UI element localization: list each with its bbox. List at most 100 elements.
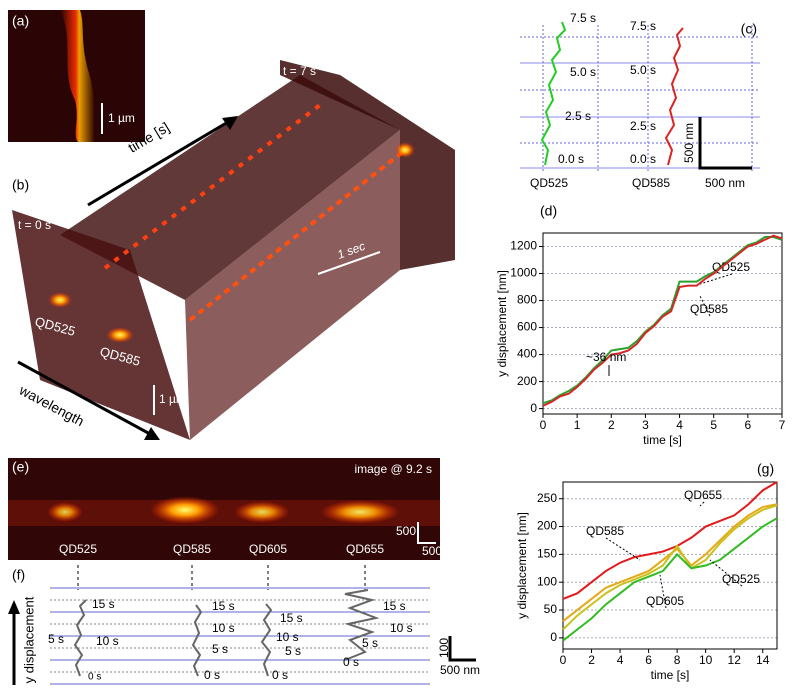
- x-tick-label: 3: [642, 418, 649, 432]
- kymo-plane: [185, 130, 400, 440]
- time-label: 0 s: [204, 668, 220, 682]
- scale-bar: [317, 251, 381, 275]
- series-label: QD525: [722, 572, 760, 586]
- x-axis-label: time [s]: [651, 668, 690, 682]
- caption: image @ 9.2 s: [354, 462, 432, 476]
- time-label: 0 s: [272, 668, 288, 682]
- spot: [150, 496, 220, 524]
- trace: [73, 599, 87, 677]
- x-tick-label: 1: [574, 418, 581, 432]
- time-label: 0.0 s: [630, 152, 656, 166]
- axis-label: y displacement: [21, 596, 36, 683]
- label-pointer: [659, 574, 667, 609]
- series-line: [542, 234, 783, 407]
- series-label: QD655: [684, 488, 722, 502]
- x-tick-label: 2: [588, 653, 595, 667]
- panel-label: (e): [12, 459, 29, 475]
- arrow: [87, 120, 229, 207]
- x-tick-label: 8: [674, 653, 681, 667]
- scale-bar: [698, 117, 752, 170]
- trace-label: QD585: [632, 176, 670, 190]
- scale-label: 100: [437, 638, 451, 658]
- x-tick-label: 2: [608, 418, 615, 432]
- trace-panel: [520, 25, 760, 172]
- x-tick-label: 0: [560, 653, 567, 667]
- time-label: 5 s: [362, 636, 378, 650]
- plot-frame: [562, 481, 778, 650]
- scale-label: 500: [396, 524, 416, 538]
- trace: [260, 603, 273, 677]
- series-label: QD585: [586, 524, 624, 538]
- series-label: QD585: [690, 302, 728, 316]
- y-tick-label: 800: [517, 293, 537, 307]
- time-label: t = 7 s: [283, 64, 316, 78]
- y-tick-label: 600: [517, 320, 537, 334]
- scale-bar: [417, 522, 436, 544]
- x-tick-label: 6: [645, 653, 652, 667]
- time-label: 7.5 s: [630, 19, 656, 33]
- y-tick-label: 0: [530, 401, 537, 415]
- panel-label: (d): [540, 203, 557, 219]
- spot-label: QD585: [173, 542, 211, 556]
- trace: [344, 589, 380, 661]
- spot: [395, 142, 415, 158]
- panel-label: (c): [741, 21, 757, 37]
- x-tick-label: 10: [699, 653, 713, 667]
- kymograph-streak: [60, 10, 95, 142]
- label-pointer: [699, 273, 733, 285]
- label-pointer: [605, 537, 641, 561]
- scale-bar: [448, 636, 476, 662]
- spot: [234, 501, 290, 523]
- y-tick-label: 200: [537, 519, 557, 533]
- plot-frame: [542, 232, 783, 415]
- spot: [106, 327, 134, 343]
- label-pointer: [699, 501, 705, 507]
- y-axis-label: y displacement [nm]: [515, 512, 529, 619]
- time-label: 5.0 s: [630, 63, 656, 77]
- trace-grid: [50, 565, 430, 685]
- y-tick-label: 100: [537, 574, 557, 588]
- time-label: 10 s: [96, 634, 119, 648]
- x-tick-label: 6: [745, 418, 752, 432]
- time-label: 10 s: [390, 621, 413, 635]
- panel-label: (f): [12, 567, 25, 583]
- spot-label: QD655: [346, 542, 384, 556]
- arrow-head: [8, 600, 20, 614]
- arrow-head: [144, 427, 160, 440]
- time-label: 0.0 s: [558, 152, 584, 166]
- x-axis-label: time [s]: [643, 433, 682, 447]
- panel-label: (b): [12, 177, 29, 193]
- scale-label: 500 nm: [705, 176, 745, 190]
- time-label: 15 s: [212, 599, 235, 613]
- scale-label: 500 nm: [682, 123, 696, 163]
- panel-label: (a): [12, 13, 29, 29]
- y-tick-label: 250: [537, 491, 557, 505]
- trace: [191, 604, 203, 677]
- trace-label: QD525: [530, 176, 568, 190]
- scale-label: 500 nm: [440, 663, 480, 677]
- x-tick-label: 5: [710, 418, 717, 432]
- y-tick-label: 200: [517, 374, 537, 388]
- t7-plane: [280, 60, 455, 270]
- annotation: ~36 nm: [586, 350, 626, 364]
- time-label: 5.0 s: [570, 65, 596, 79]
- series-line: [562, 504, 778, 631]
- x-tick-label: 7: [779, 418, 786, 432]
- time-label: 10 s: [212, 621, 235, 635]
- spot-label: QD525: [59, 542, 97, 556]
- x-tick-label: 14: [756, 653, 770, 667]
- x-tick-label: 4: [617, 653, 624, 667]
- time-label: 5 s: [48, 632, 64, 646]
- time-label: 15 s: [92, 597, 115, 611]
- trajectory: [188, 148, 407, 322]
- time-label: 0 s: [88, 672, 101, 683]
- arrow-head: [222, 116, 238, 130]
- time-label: 7.5 s: [570, 11, 596, 25]
- y-tick-label: 400: [517, 347, 537, 361]
- trace: [664, 27, 684, 166]
- time-label: 5 s: [212, 642, 228, 656]
- spot: [320, 500, 400, 524]
- time-label: 2.5 s: [630, 119, 656, 133]
